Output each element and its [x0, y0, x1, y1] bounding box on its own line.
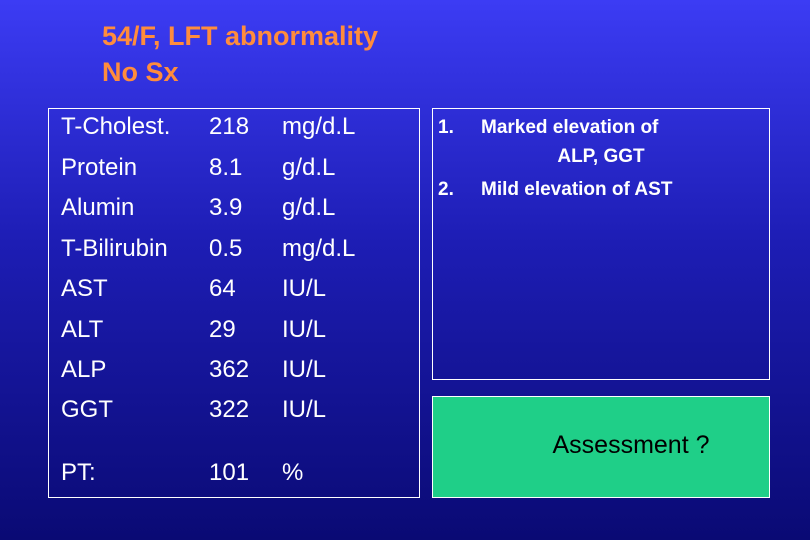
- lab-unit: mg/d.L: [282, 235, 356, 262]
- lab-value: 64: [209, 275, 236, 302]
- lab-unit: IU/L: [282, 356, 327, 383]
- lab-value: 322: [209, 396, 250, 423]
- lab-unit: g/d.L: [282, 154, 336, 181]
- lab-value: 362: [209, 356, 250, 383]
- finding-number: 2.: [438, 179, 454, 200]
- lab-name: Alumin: [61, 194, 135, 221]
- lab-name: T-Bilirubin: [61, 235, 168, 262]
- lab-unit: %: [282, 459, 304, 486]
- lab-name: ALP: [61, 356, 107, 383]
- lab-results-box: T-Cholest. 218 mg/d.L Protein 8.1 g/d.L …: [48, 108, 420, 498]
- lab-unit: IU/L: [282, 275, 327, 302]
- finding-text: Mild elevation of AST: [481, 179, 673, 200]
- lab-unit: g/d.L: [282, 194, 336, 221]
- findings-box: 1. Marked elevation of ALP, GGT 2. Mild …: [432, 108, 770, 380]
- lab-name: T-Cholest.: [61, 113, 171, 140]
- lab-name: AST: [61, 275, 108, 302]
- lab-name: PT:: [61, 459, 96, 486]
- lab-value: 101: [209, 459, 250, 486]
- finding-text-continued: ALP, GGT: [557, 146, 645, 167]
- lab-name: ALT: [61, 316, 104, 343]
- slide-title: 54/F, LFT abnormality No Sx: [102, 18, 378, 90]
- title-line-1: 54/F, LFT abnormality: [102, 21, 379, 51]
- lab-unit: IU/L: [282, 396, 327, 423]
- lab-value: 0.5: [209, 235, 243, 262]
- lab-name: GGT: [61, 396, 113, 423]
- lab-value: 29: [209, 316, 236, 343]
- finding-text: Marked elevation of: [481, 117, 659, 138]
- lab-value: 218: [209, 113, 250, 140]
- lab-value: 3.9: [209, 194, 243, 221]
- lab-unit: mg/d.L: [282, 113, 356, 140]
- lab-unit: IU/L: [282, 316, 327, 343]
- lab-name: Protein: [61, 154, 138, 181]
- assessment-box: Assessment ?: [432, 396, 770, 498]
- assessment-text: Assessment ?: [552, 431, 710, 459]
- lab-value: 8.1: [209, 154, 243, 181]
- title-line-2: No Sx: [102, 57, 179, 87]
- finding-number: 1.: [438, 117, 454, 138]
